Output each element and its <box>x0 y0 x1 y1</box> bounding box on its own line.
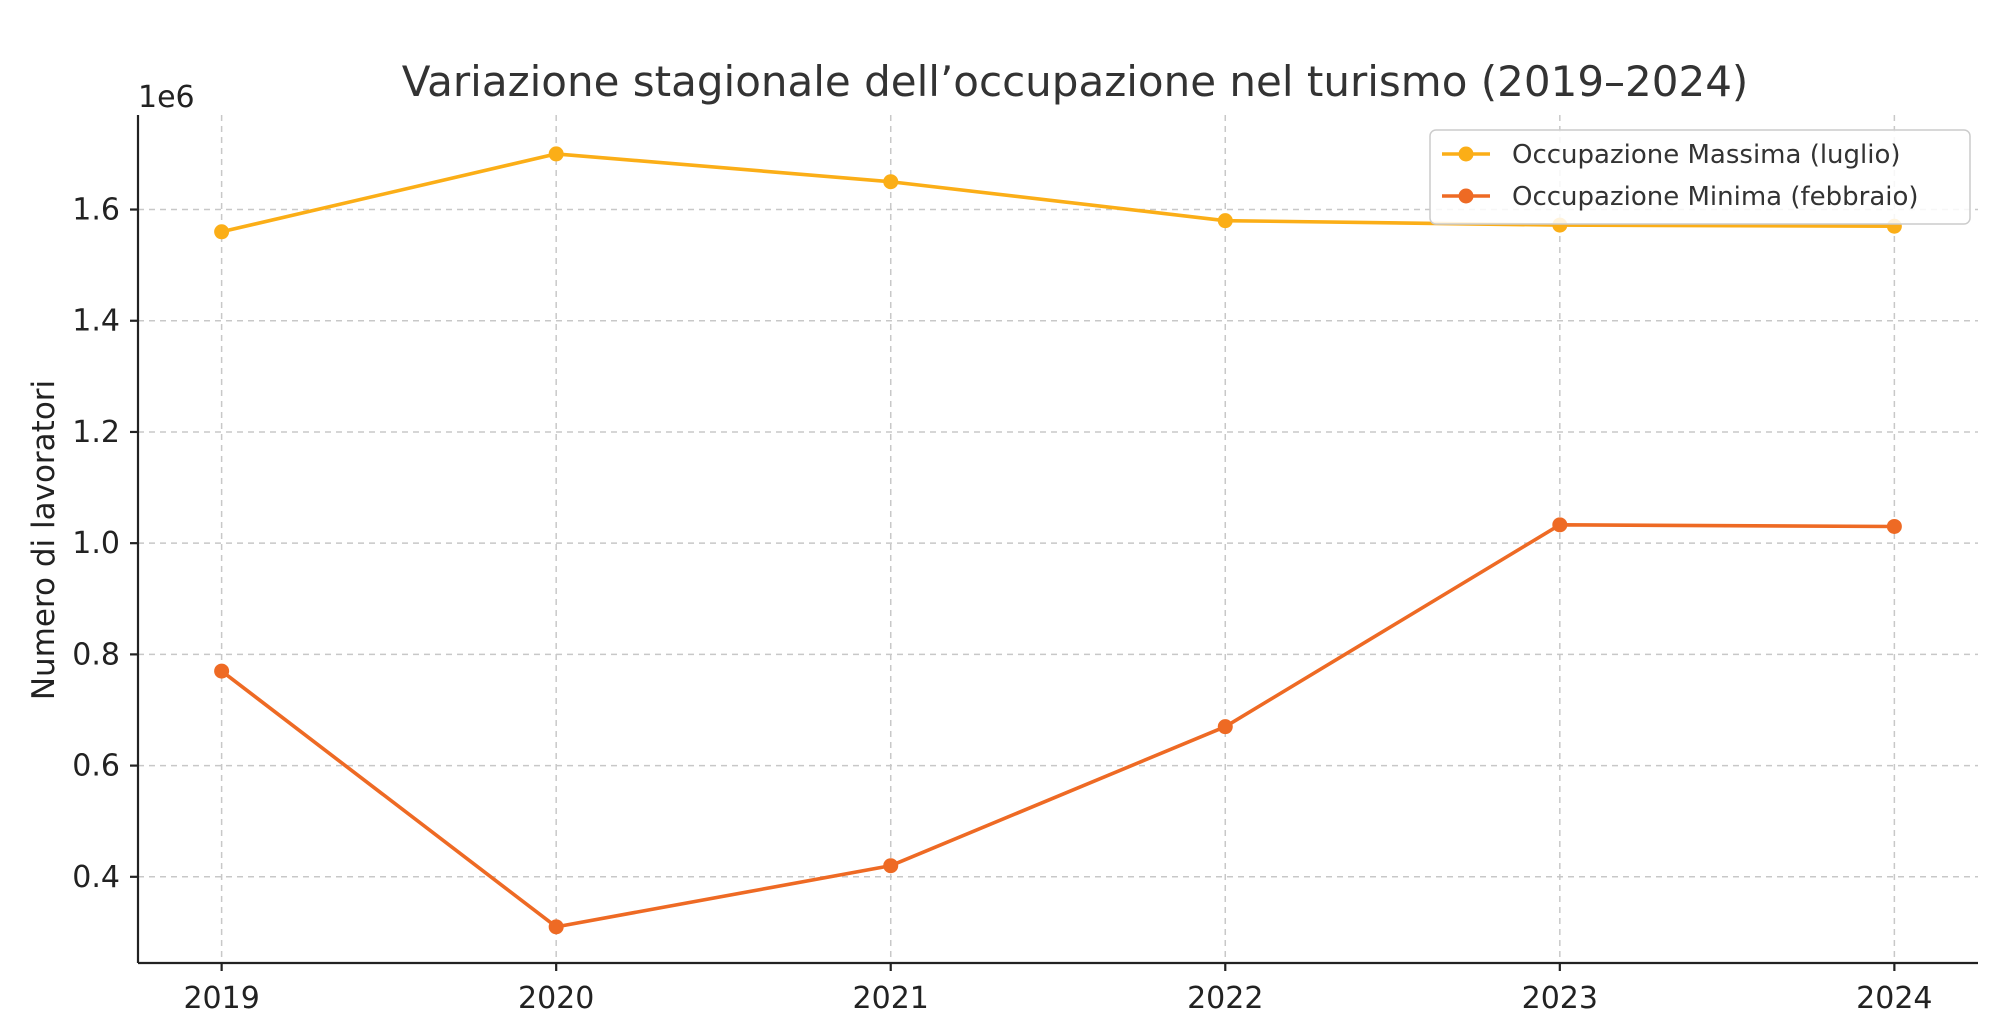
legend-box <box>1429 129 1971 225</box>
x-tick-label: 2024 <box>1856 981 1932 1016</box>
data-point <box>214 663 230 679</box>
legend-label: Occupazione Massima (luglio) <box>1512 140 1901 170</box>
data-point <box>1552 517 1568 533</box>
grid <box>138 115 1978 963</box>
x-tick-label: 2021 <box>853 981 929 1016</box>
data-point <box>1217 213 1233 229</box>
x-tick-label: 2020 <box>518 981 594 1016</box>
data-point <box>214 224 230 240</box>
y-tick-label: 0.8 <box>72 637 120 672</box>
data-point <box>548 146 564 162</box>
x-tick-label: 2019 <box>183 981 259 1016</box>
series-line-1 <box>220 523 1895 929</box>
y-axis-ticks: 0.4 0.6 0.8 1.0 1.2 1.4 1.6 <box>72 193 138 895</box>
legend-label: Occupazione Minima (febbraio) <box>1512 182 1919 212</box>
y-axis-label: Numero di lavoratori <box>26 380 62 700</box>
y-tick-label: 1.4 <box>72 304 120 339</box>
data-point <box>883 858 899 874</box>
y-axis-offset-label: 1e6 <box>138 80 195 115</box>
y-tick-label: 1.2 <box>72 415 120 450</box>
legend: Occupazione Massima (luglio) Occupazione … <box>1429 129 1971 225</box>
data-point <box>1217 719 1233 735</box>
data-point <box>883 174 899 190</box>
series-lines <box>214 146 1902 935</box>
y-tick-label: 0.6 <box>72 749 120 784</box>
chart-title: Variazione stagionale dell’occupazione n… <box>402 57 1749 106</box>
legend-swatch-marker <box>1458 146 1474 162</box>
legend-swatch-marker <box>1458 188 1474 204</box>
data-point <box>548 919 564 935</box>
y-tick-label: 1.0 <box>72 526 120 561</box>
x-tick-label: 2023 <box>1522 981 1598 1016</box>
x-tick-label: 2022 <box>1187 981 1263 1016</box>
y-tick-label: 1.6 <box>72 193 120 228</box>
series-line-0 <box>221 152 1895 234</box>
x-axis-ticks: 2019 2020 2021 2022 2023 2024 <box>183 963 1933 1016</box>
data-point <box>1886 518 1902 534</box>
axes <box>136 115 1978 965</box>
y-tick-label: 0.4 <box>72 860 120 895</box>
